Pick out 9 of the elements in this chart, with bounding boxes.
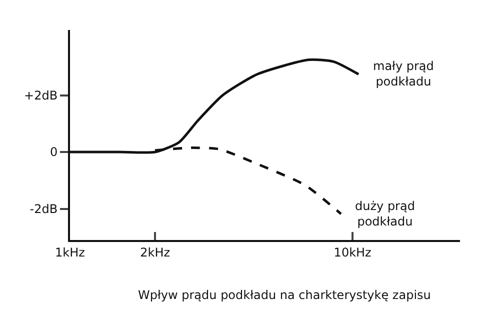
x-tick-label: 10kHz — [334, 245, 372, 260]
y-tick-label: 0 — [50, 145, 58, 160]
y-tick-label: +2dB — [24, 88, 58, 102]
text: Wpływ prądu podkładu na charkterystykę zapisu — [138, 288, 431, 302]
series-label: duży prąd podkładu — [355, 199, 415, 229]
x-tick-label: 2kHz — [140, 245, 170, 260]
series-label: mały prąd podkładu — [373, 59, 434, 89]
y-tick-label: -2dB — [30, 202, 58, 216]
x-tick-label: 1kHz — [55, 245, 85, 260]
